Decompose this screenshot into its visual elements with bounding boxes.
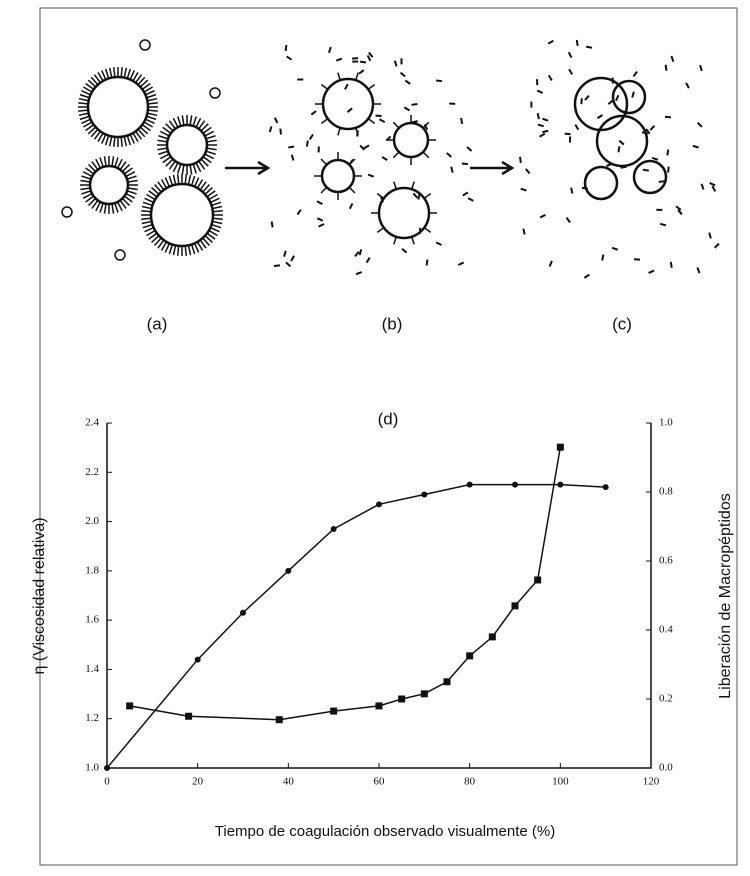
fragments (268, 39, 720, 279)
x-tick-label: 20 (192, 776, 204, 788)
x-tick-label: 0 (104, 776, 110, 788)
arrow (225, 160, 515, 176)
hairs (371, 181, 437, 245)
marker (512, 481, 518, 488)
marker (398, 695, 406, 703)
x-tick-label: 120 (643, 776, 660, 788)
micelle (377, 186, 431, 240)
y-tick-label: 2.4 (85, 417, 99, 429)
marker (330, 525, 337, 532)
x-tick-label: 60 (374, 776, 386, 788)
micelle (149, 182, 215, 248)
hairs (386, 115, 436, 165)
micelle (392, 121, 430, 159)
hairs (141, 174, 223, 256)
y2-tick-label: 0.6 (659, 555, 673, 567)
marker (420, 690, 428, 698)
marker (376, 501, 382, 508)
panel-label: (b) (382, 314, 403, 333)
marker (375, 702, 383, 710)
series-line (106, 483, 606, 769)
y-tick-label: 1.2 (85, 712, 99, 724)
aggregate (595, 114, 649, 168)
ligand (114, 249, 126, 261)
micelle (88, 164, 130, 206)
marker (330, 707, 338, 715)
marker (556, 443, 564, 451)
x-axis-label: Tiempo de coagulación observado visualme… (215, 823, 555, 840)
y-tick-label: 2.2 (85, 466, 99, 478)
marker (466, 652, 474, 660)
hairs (314, 152, 362, 200)
diagram (61, 39, 720, 279)
frame (39, 7, 738, 866)
y2-tick-label: 1.0 (659, 417, 673, 429)
y-tick-label: 1.0 (85, 762, 99, 774)
x-tick-label: 40 (283, 776, 295, 788)
marker (126, 702, 134, 710)
marker (488, 633, 496, 641)
y2-axis-label: Liberación de Macropéptidos (717, 493, 734, 698)
marker (285, 567, 292, 574)
panel-label: (a) (147, 314, 168, 333)
aggregate (611, 79, 647, 115)
hairs (78, 67, 158, 147)
y-axis-label: η (Viscosidad relativa) (31, 517, 48, 674)
micelle (320, 158, 356, 194)
marker (511, 602, 519, 610)
marker (275, 716, 283, 724)
marker (557, 481, 564, 488)
hairs (157, 115, 217, 175)
panel-label: (c) (612, 314, 632, 333)
y-tick-label: 1.8 (85, 564, 99, 576)
aggregate (632, 159, 668, 195)
aggregate (573, 76, 629, 132)
marker (602, 484, 609, 491)
micelle (321, 77, 375, 131)
y2-tick-label: 0.8 (659, 486, 673, 498)
y-tick-label: 1.6 (85, 614, 99, 626)
marker (185, 712, 193, 720)
hairs (315, 72, 381, 136)
y2-tick-label: 0.2 (659, 693, 673, 705)
micelle (165, 123, 209, 167)
ligand (61, 206, 73, 218)
ligand (209, 87, 221, 99)
x-tick-label: 80 (464, 776, 476, 788)
y2-tick-label: 0.0 (659, 762, 673, 774)
chart-title: (d) (378, 409, 399, 428)
x-tick-label: 100 (552, 776, 569, 788)
micelle (86, 75, 150, 139)
marker (443, 678, 451, 686)
y2-tick-label: 0.4 (659, 624, 673, 636)
ligand (139, 39, 151, 51)
marker (240, 609, 246, 616)
hairs (80, 156, 138, 214)
marker (104, 765, 110, 771)
marker (466, 481, 473, 488)
marker (534, 576, 542, 584)
series-line (129, 447, 562, 721)
y-tick-label: 1.4 (85, 663, 99, 675)
aggregate (583, 165, 619, 201)
y-tick-label: 2.0 (85, 515, 99, 527)
marker (194, 656, 201, 663)
marker (421, 491, 428, 498)
